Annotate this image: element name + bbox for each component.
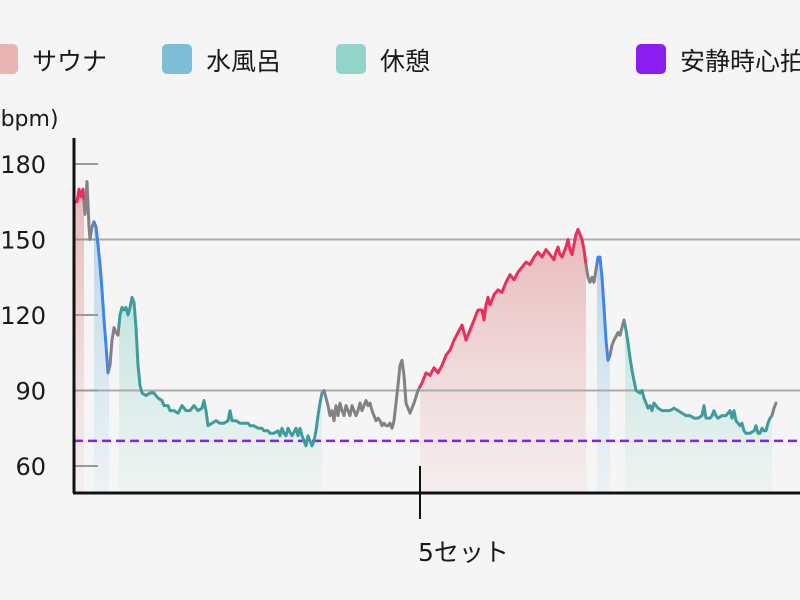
hr-segment-sauna-6 — [418, 227, 588, 389]
legend-swatch-sauna — [0, 44, 18, 74]
y-tick-label-60: 60 — [15, 453, 46, 481]
phase-fill-cold-2 — [94, 221, 109, 493]
legend-swatch-resting-hr — [636, 44, 666, 74]
hr-segment-other-7 — [584, 261, 599, 284]
phase-fill-sauna-6 — [420, 229, 586, 493]
hr-segment-cold-8 — [595, 255, 612, 362]
x-ticks: 5セット — [418, 466, 509, 567]
legend-label-rest: 休憩 — [380, 47, 430, 76]
legend-label-cold-bath: 水風呂 — [206, 47, 281, 76]
phase-fill-cold-8 — [597, 257, 610, 493]
legend-label-sauna: サウナ — [32, 47, 107, 76]
hr-segment-rest-10 — [623, 323, 774, 435]
heart-rate-line — [72, 180, 778, 448]
y-tick-label-120: 120 — [0, 302, 46, 330]
y-tick-label-150: 150 — [0, 227, 46, 255]
x-tick-label-0: 5セット — [418, 538, 509, 567]
hr-segment-other-5 — [320, 358, 422, 430]
legend-swatch-rest — [336, 44, 366, 74]
hr-segment-other-9 — [608, 318, 627, 357]
hr-segment-cold-2 — [92, 220, 111, 375]
phase-fill-sauna-0 — [74, 189, 84, 493]
y-tick-label-90: 90 — [15, 378, 46, 406]
gridlines — [74, 238, 800, 392]
hr-segment-other-1 — [82, 180, 96, 241]
phase-fill-rest-4 — [119, 297, 322, 493]
legend-label-resting-hr: 安静時心拍 — [680, 47, 800, 76]
plot-area: 60 90 120 150 180 5セット — [0, 138, 800, 567]
legend: サウナ 水風呂 休憩 安静時心拍 — [0, 44, 800, 76]
y-tick-label-180: 180 — [0, 151, 46, 179]
hr-segment-rest-4 — [117, 295, 324, 448]
y-ticks: 60 90 120 150 180 — [0, 151, 98, 481]
hr-segment-sauna-0 — [72, 187, 86, 204]
hr-segment-other-3 — [107, 323, 121, 371]
phase-fill-rest-10 — [625, 325, 772, 493]
phase-fills — [74, 189, 772, 493]
hr-segment-other-11 — [770, 401, 778, 418]
y-axis-label: (bpm) — [0, 107, 59, 132]
legend-swatch-cold-bath — [162, 44, 192, 74]
